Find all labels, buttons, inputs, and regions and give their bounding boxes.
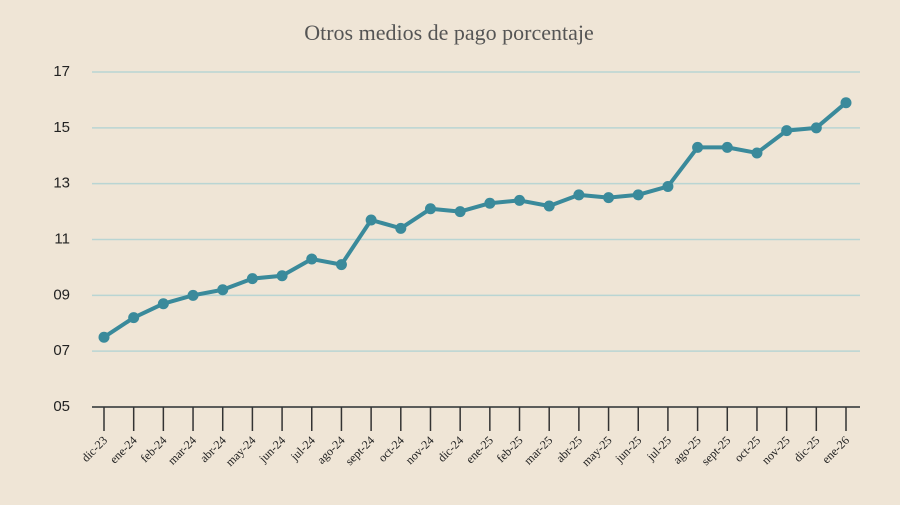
point [335,259,347,271]
point [810,122,822,134]
point [662,180,674,192]
point [187,289,199,301]
point [306,253,318,265]
point [751,147,763,159]
point [692,141,704,153]
y-tick-label: 11 [54,230,70,247]
chart-title: Otros medios de pago porcentaje [304,20,594,45]
point [365,214,377,226]
point [721,141,733,153]
point [217,284,229,296]
point [573,189,585,201]
y-tick-label: 15 [53,119,70,136]
point [395,222,407,234]
point [543,200,555,212]
y-tick-label: 07 [53,342,70,359]
y-tick-label: 17 [53,63,70,80]
point [840,97,852,109]
y-tick-label: 09 [53,286,70,303]
point [603,192,615,204]
point [781,125,793,137]
point [454,206,466,218]
y-tick-label: 13 [53,175,70,192]
point [157,298,169,310]
point [98,331,110,343]
point [632,189,644,201]
point [424,203,436,215]
point [514,194,526,206]
point [246,273,258,285]
point [484,197,496,209]
y-tick-label: 05 [53,398,70,415]
point [128,312,140,324]
point [276,270,288,282]
